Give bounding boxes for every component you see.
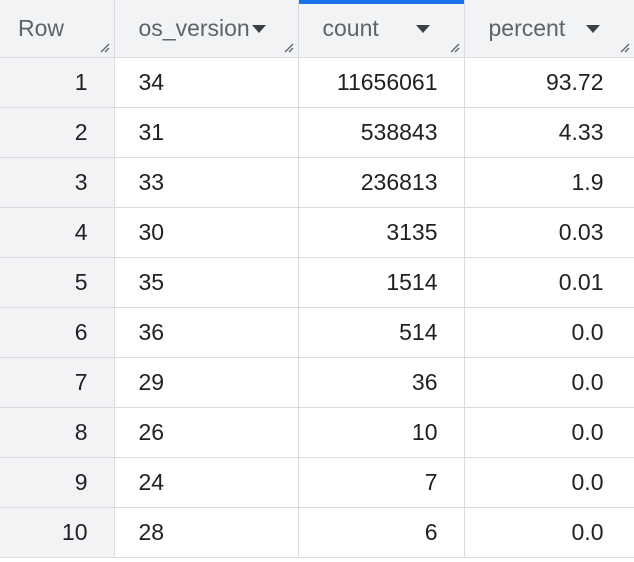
table-row[interactable]: 7 29 36 0.0	[0, 357, 634, 408]
column-header-label: percent	[488, 15, 566, 41]
column-header-os-version[interactable]: os_version	[114, 0, 299, 58]
percent-cell[interactable]: 0.0	[464, 457, 634, 508]
table-row[interactable]: 3 33 236813 1.9	[0, 157, 634, 208]
row-number-cell: 8	[0, 407, 115, 458]
table-row[interactable]: 10 28 6 0.0	[0, 507, 634, 558]
count-cell[interactable]: 7	[298, 457, 465, 508]
percent-cell[interactable]: 0.01	[464, 257, 634, 308]
table-row[interactable]: 6 36 514 0.0	[0, 307, 634, 358]
percent-cell[interactable]: 1.9	[464, 157, 634, 208]
row-number-cell: 4	[0, 207, 115, 258]
header-row: Row os_version	[0, 0, 634, 58]
percent-cell[interactable]: 0.03	[464, 207, 634, 258]
row-number-cell: 5	[0, 257, 115, 308]
table-row[interactable]: 2 31 538843 4.33	[0, 107, 634, 158]
os-version-cell[interactable]: 36	[114, 307, 299, 358]
row-number-cell: 10	[0, 507, 115, 558]
table-row[interactable]: 8 26 10 0.0	[0, 407, 634, 458]
os-version-cell[interactable]: 29	[114, 357, 299, 408]
os-version-cell[interactable]: 28	[114, 507, 299, 558]
table-header: Row os_version	[0, 0, 634, 58]
os-version-cell[interactable]: 26	[114, 407, 299, 458]
percent-cell[interactable]: 4.33	[464, 107, 634, 158]
count-cell[interactable]: 3135	[298, 207, 465, 258]
count-cell[interactable]: 11656061	[298, 57, 465, 108]
count-cell[interactable]: 514	[298, 307, 465, 358]
row-number-cell: 6	[0, 307, 115, 358]
row-number-cell: 9	[0, 457, 115, 508]
column-header-label: Row	[18, 15, 65, 41]
os-version-cell[interactable]: 31	[114, 107, 299, 158]
caret-down-icon[interactable]	[582, 18, 604, 40]
count-cell[interactable]: 36	[298, 357, 465, 408]
table-row[interactable]: 4 30 3135 0.03	[0, 207, 634, 258]
column-resize-icon[interactable]	[282, 41, 294, 53]
column-resize-icon[interactable]	[98, 41, 110, 53]
row-number-cell: 2	[0, 107, 115, 158]
column-resize-icon[interactable]	[448, 41, 460, 53]
table-row[interactable]: 9 24 7 0.0	[0, 457, 634, 508]
count-cell[interactable]: 236813	[298, 157, 465, 208]
table-body: 1 34 11656061 93.72 2 31 538843 4.33 3 3…	[0, 57, 634, 558]
percent-cell[interactable]: 93.72	[464, 57, 634, 108]
count-cell[interactable]: 538843	[298, 107, 465, 158]
table-row[interactable]: 1 34 11656061 93.72	[0, 57, 634, 108]
os-version-cell[interactable]: 24	[114, 457, 299, 508]
percent-cell[interactable]: 0.0	[464, 307, 634, 358]
os-version-cell[interactable]: 33	[114, 157, 299, 208]
os-version-cell[interactable]: 34	[114, 57, 299, 108]
count-cell[interactable]: 1514	[298, 257, 465, 308]
count-cell[interactable]: 10	[298, 407, 465, 458]
caret-down-icon[interactable]	[250, 18, 268, 40]
column-header-row: Row	[0, 0, 115, 58]
percent-cell[interactable]: 0.0	[464, 407, 634, 458]
column-header-label: os_version	[138, 15, 250, 41]
row-number-cell: 3	[0, 157, 115, 208]
column-resize-icon[interactable]	[618, 41, 630, 53]
column-header-count[interactable]: count	[298, 0, 465, 58]
row-number-cell: 1	[0, 57, 115, 108]
percent-cell[interactable]: 0.0	[464, 357, 634, 408]
caret-down-icon[interactable]	[412, 18, 434, 40]
table-row[interactable]: 5 35 1514 0.01	[0, 257, 634, 308]
row-number-cell: 7	[0, 357, 115, 408]
column-header-label: count	[322, 15, 379, 41]
column-header-percent[interactable]: percent	[464, 0, 634, 58]
os-version-cell[interactable]: 35	[114, 257, 299, 308]
count-cell[interactable]: 6	[298, 507, 465, 558]
percent-cell[interactable]: 0.0	[464, 507, 634, 558]
os-version-cell[interactable]: 30	[114, 207, 299, 258]
